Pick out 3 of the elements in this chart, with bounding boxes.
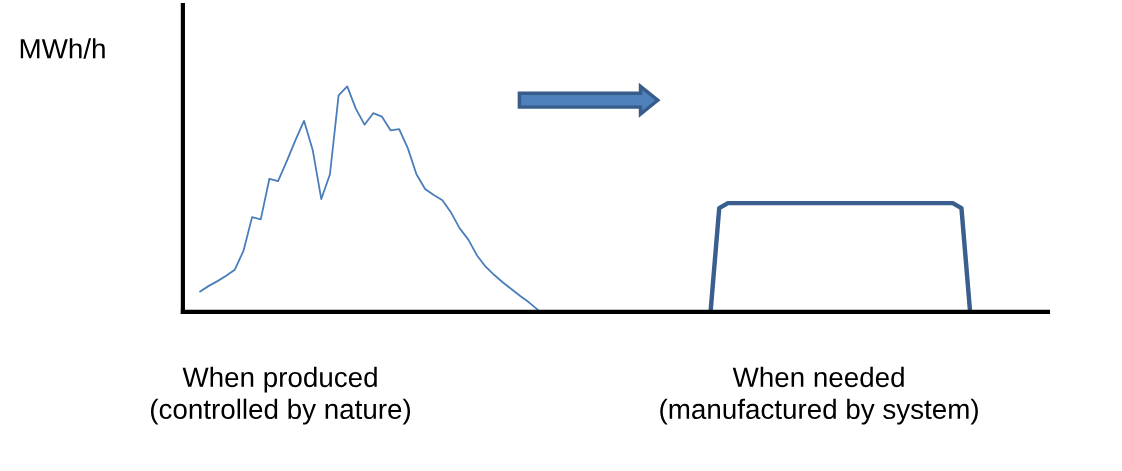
y-axis-title: MWh/h [20,38,105,59]
text: When produced (controlled by nature) [150,366,411,425]
text: When needed (manufactured by system) [660,366,978,425]
